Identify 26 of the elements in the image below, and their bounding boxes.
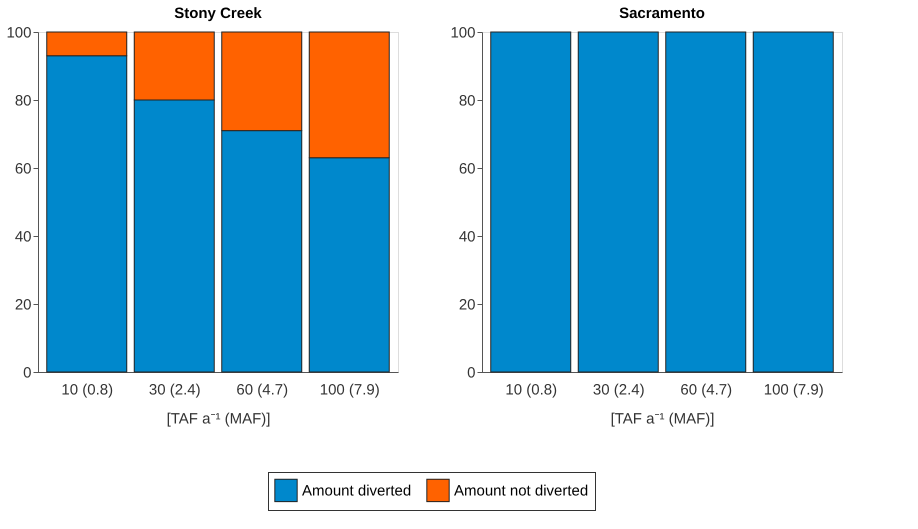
x-axis-title: [TAF a⁻¹ (MAF)] — [610, 410, 714, 428]
x-tick-label: 100 (7.9) — [764, 382, 824, 398]
y-tick-label: 60 — [14, 160, 32, 178]
y-tick-label: 100 — [450, 24, 476, 42]
y-tick-label: 80 — [14, 92, 32, 110]
y-tick-label: 20 — [14, 296, 32, 314]
x-tick-label: 10 (0.8) — [505, 382, 558, 398]
x-tick-label: 100 (7.9) — [320, 382, 380, 398]
y-tick-label: 20 — [458, 296, 476, 314]
y-tick-label: 40 — [458, 228, 476, 246]
legend-label: Amount diverted — [302, 482, 412, 500]
x-tick-label: 30 (2.4) — [592, 382, 645, 398]
y-tick-label: 0 — [23, 364, 32, 382]
x-axis-title: [TAF a⁻¹ (MAF)] — [166, 410, 270, 428]
y-tick-label: 80 — [458, 92, 476, 110]
legend-label: Amount not diverted — [454, 482, 588, 500]
y-tick-label: 0 — [467, 364, 476, 382]
x-tick-label: 60 (4.7) — [680, 382, 732, 398]
x-tick-label: 60 (4.7) — [236, 382, 288, 398]
x-tick-label: 30 (2.4) — [148, 382, 201, 398]
y-tick-label: 100 — [6, 24, 32, 42]
y-tick-label: 60 — [458, 160, 476, 178]
y-tick-label: 40 — [14, 228, 32, 246]
chart-title: Stony Creek — [174, 5, 262, 22]
x-tick-label: 10 (0.8) — [61, 382, 114, 398]
chart-title: Sacramento — [619, 5, 705, 22]
